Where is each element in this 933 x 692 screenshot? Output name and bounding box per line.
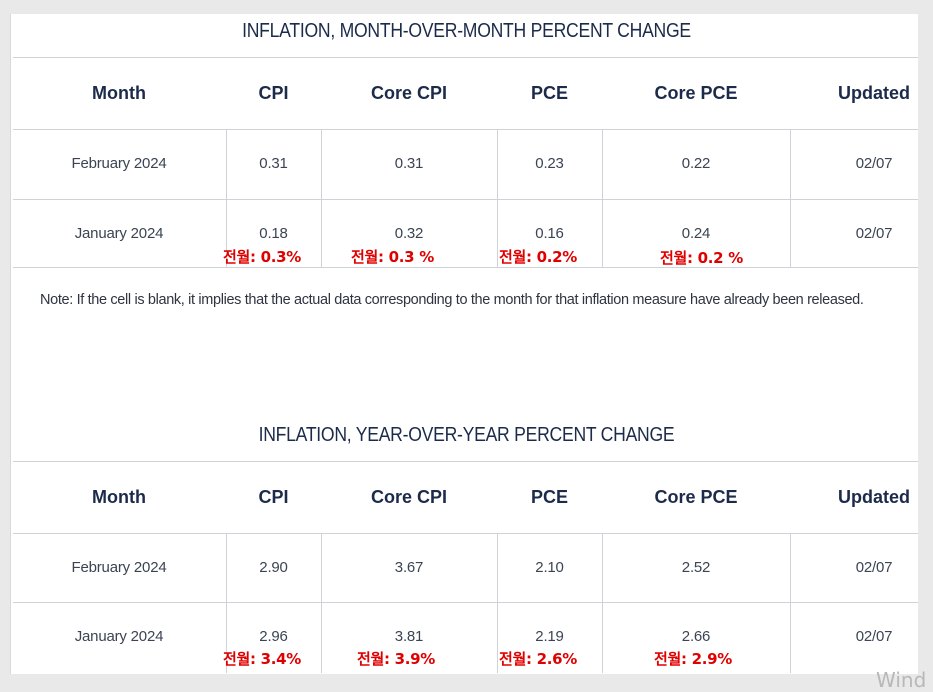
window-edge (918, 0, 933, 686)
mom-row1-core-pce: 0.22 (681, 155, 711, 172)
yoy-row2-updated: 02/07 (855, 628, 893, 645)
yoy-annotation-core-cpi: 전월: 3.9% (357, 650, 436, 668)
mom-table-title: INFLATION, MONTH-OVER-MONTH PERCENT CHAN… (242, 20, 691, 42)
yoy-header-updated: Updated (838, 487, 910, 507)
yoy-divider (321, 533, 322, 673)
mom-divider (497, 129, 498, 267)
mom-header-rule (13, 129, 918, 130)
mom-divider (790, 129, 791, 267)
yoy-divider (790, 533, 791, 673)
mom-row2-cpi: 0.18 (259, 225, 288, 242)
mom-header-month: Month (92, 83, 146, 103)
yoy-header-cpi: CPI (258, 487, 289, 507)
mom-annotation-core-cpi: 전월: 0.3 % (351, 248, 434, 266)
mom-divider (602, 129, 603, 267)
yoy-header-core-pce: Core PCE (654, 487, 738, 507)
yoy-annotation-cpi: 전월: 3.4% (223, 650, 302, 668)
yoy-header-month: Month (92, 487, 146, 507)
yoy-annotation-core-pce: 전월: 2.9% (654, 650, 733, 668)
mom-row1-month: February 2024 (71, 155, 167, 172)
yoy-row-rule (13, 602, 918, 603)
mom-header-core-pce: Core PCE (654, 83, 738, 103)
mom-annotation-core-pce: 전월: 0.2 % (660, 249, 743, 267)
mom-row2-month: January 2024 (74, 225, 164, 242)
yoy-header-rule (13, 533, 918, 534)
yoy-divider (497, 533, 498, 673)
mom-row1-updated: 02/07 (855, 155, 893, 172)
mom-divider (321, 129, 322, 267)
yoy-row2-pce: 2.19 (535, 628, 564, 645)
mom-row2-core-pce: 0.24 (681, 225, 711, 242)
mom-header-updated: Updated (838, 83, 910, 103)
yoy-row2-cpi: 2.96 (259, 628, 288, 645)
yoy-row1-month: February 2024 (71, 559, 167, 576)
mom-header-core-cpi: Core CPI (370, 83, 448, 103)
mom-header-pce: PCE (530, 83, 568, 103)
content-panel (10, 14, 918, 674)
yoy-row1-updated: 02/07 (855, 559, 893, 576)
windows-activation-watermark: Wind (876, 668, 927, 692)
yoy-row1-pce: 2.10 (535, 559, 564, 576)
mom-title-rule (13, 57, 918, 58)
mom-row1-pce: 0.23 (535, 155, 564, 172)
mom-row2-core-cpi: 0.32 (394, 225, 424, 242)
mom-row-rule (13, 199, 918, 200)
mom-bottom-rule (13, 267, 918, 268)
yoy-row1-core-pce: 2.52 (681, 559, 711, 576)
yoy-divider (602, 533, 603, 673)
yoy-divider (226, 533, 227, 673)
mom-annotation-pce: 전월: 0.2% (499, 248, 578, 266)
yoy-row1-cpi: 2.90 (259, 559, 288, 576)
mom-divider (226, 129, 227, 267)
mom-row2-pce: 0.16 (535, 225, 564, 242)
yoy-row2-month: January 2024 (74, 628, 164, 645)
mom-row2-updated: 02/07 (855, 225, 893, 242)
yoy-title-rule (13, 461, 918, 462)
yoy-header-core-cpi: Core CPI (370, 487, 448, 507)
yoy-row2-core-cpi: 3.81 (394, 628, 424, 645)
mom-row1-core-cpi: 0.31 (394, 155, 424, 172)
mom-row1-cpi: 0.31 (259, 155, 288, 172)
mom-annotation-cpi: 전월: 0.3% (223, 248, 302, 266)
blank-cell-footnote: Note: If the cell is blank, it implies t… (40, 292, 864, 308)
yoy-row2-core-pce: 2.66 (681, 628, 711, 645)
yoy-header-pce: PCE (530, 487, 568, 507)
mom-header-cpi: CPI (258, 83, 289, 103)
yoy-table-title: INFLATION, YEAR-OVER-YEAR PERCENT CHANGE (258, 424, 675, 446)
yoy-row1-core-cpi: 3.67 (394, 559, 424, 576)
yoy-annotation-pce: 전월: 2.6% (499, 650, 578, 668)
